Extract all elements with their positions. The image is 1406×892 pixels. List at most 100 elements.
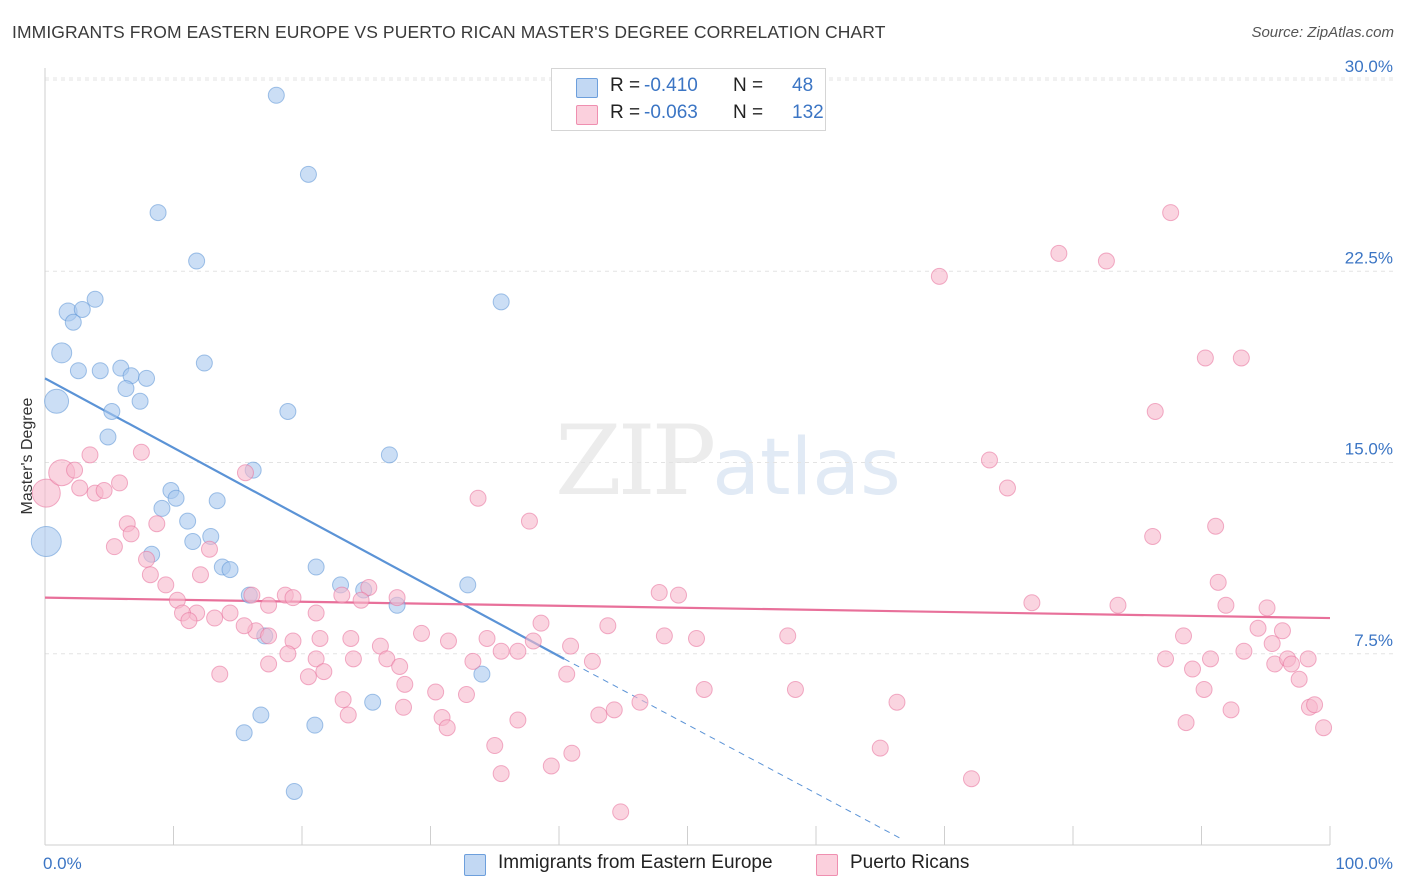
data-point — [279, 403, 297, 420]
data-point — [650, 584, 668, 602]
data-point — [562, 637, 580, 655]
data-point — [1144, 527, 1162, 545]
data-point — [51, 342, 73, 364]
data-point — [148, 515, 166, 533]
legend-n-value: 132 — [792, 102, 824, 123]
data-point — [388, 589, 406, 607]
data-point — [221, 604, 239, 622]
gridlines — [45, 77, 1395, 655]
x-tick-label-min: 0.0% — [43, 854, 82, 873]
y-tick-label: 22.5% — [1345, 248, 1393, 267]
data-point — [311, 629, 329, 647]
data-point — [81, 446, 99, 464]
data-point — [69, 362, 87, 380]
data-point — [105, 538, 123, 556]
data-point — [180, 612, 198, 630]
data-point — [138, 550, 156, 568]
trend-line-eastern-europe — [44, 377, 565, 660]
data-point — [888, 693, 906, 711]
data-point — [486, 737, 504, 755]
data-point — [179, 512, 197, 530]
data-point — [284, 589, 302, 607]
data-point — [542, 757, 560, 775]
data-point — [344, 650, 362, 668]
data-point — [184, 533, 202, 551]
data-point — [1146, 403, 1164, 420]
data-point — [260, 655, 278, 673]
data-point — [235, 617, 253, 635]
data-point — [1196, 349, 1214, 367]
data-point — [380, 446, 398, 464]
data-point — [333, 586, 351, 604]
legend-r-label: R = — [610, 102, 641, 123]
data-point — [299, 668, 317, 686]
data-point — [64, 313, 82, 331]
data-point — [206, 609, 224, 627]
data-point — [1023, 594, 1041, 612]
data-point — [307, 604, 325, 622]
watermark-zip: ZIP — [555, 405, 716, 517]
data-point — [141, 566, 159, 584]
data-point — [260, 627, 278, 645]
data-point — [315, 663, 333, 681]
data-point — [153, 499, 171, 517]
data-point — [492, 642, 510, 660]
data-point — [464, 652, 482, 670]
legend-n-label: N = — [733, 75, 764, 96]
data-point — [492, 765, 510, 783]
data-point — [1157, 650, 1175, 668]
y-tick-label: 30.0% — [1345, 57, 1393, 76]
data-point — [395, 698, 413, 716]
data-point — [532, 614, 550, 632]
legend-swatch-blue — [576, 78, 598, 98]
legend-n-label: N = — [733, 102, 764, 123]
data-point — [73, 301, 91, 318]
watermark: ZIPatlas — [555, 405, 901, 517]
data-point — [1184, 660, 1202, 678]
data-point — [342, 629, 360, 647]
legend-swatch-pink — [576, 105, 598, 125]
data-point — [71, 479, 89, 497]
data-point — [509, 642, 527, 660]
data-point — [930, 267, 948, 285]
data-point — [352, 591, 370, 609]
data-point — [188, 252, 206, 270]
data-point — [438, 719, 456, 737]
data-point — [439, 632, 457, 650]
data-point — [962, 770, 980, 788]
tick-labels: 7.5% 15.0% 22.5% 30.0% 0.0% 100.0% — [43, 57, 1393, 873]
legend-swatch-blue — [464, 854, 486, 876]
data-point — [132, 443, 150, 461]
data-point — [520, 512, 538, 530]
trend-line-puerto-ricans — [44, 596, 1331, 620]
data-point — [30, 526, 62, 558]
data-point — [103, 403, 121, 420]
data-point — [44, 388, 70, 414]
legend-item-label: Immigrants from Eastern Europe — [498, 852, 773, 873]
data-point — [306, 716, 324, 734]
data-point — [599, 617, 617, 635]
data-point — [200, 540, 218, 558]
data-point — [492, 293, 510, 311]
data-point — [208, 492, 226, 510]
series-puerto-ricans — [31, 204, 1333, 821]
data-point — [605, 701, 623, 719]
data-point — [524, 632, 542, 650]
data-point — [786, 680, 804, 698]
legend-r-label: R = — [610, 75, 641, 96]
data-point — [167, 489, 185, 507]
data-point — [695, 680, 713, 698]
data-point — [1162, 204, 1180, 222]
data-point — [457, 686, 475, 704]
data-point — [469, 489, 487, 507]
series-legend: Immigrants from Eastern Europe Puerto Ri… — [0, 852, 1406, 878]
data-point — [95, 482, 113, 500]
data-point — [66, 461, 84, 479]
data-point — [1201, 650, 1219, 668]
data-point — [339, 706, 357, 724]
data-point — [285, 782, 303, 800]
data-point — [459, 576, 477, 594]
data-point — [1273, 622, 1291, 640]
data-point — [279, 645, 297, 663]
